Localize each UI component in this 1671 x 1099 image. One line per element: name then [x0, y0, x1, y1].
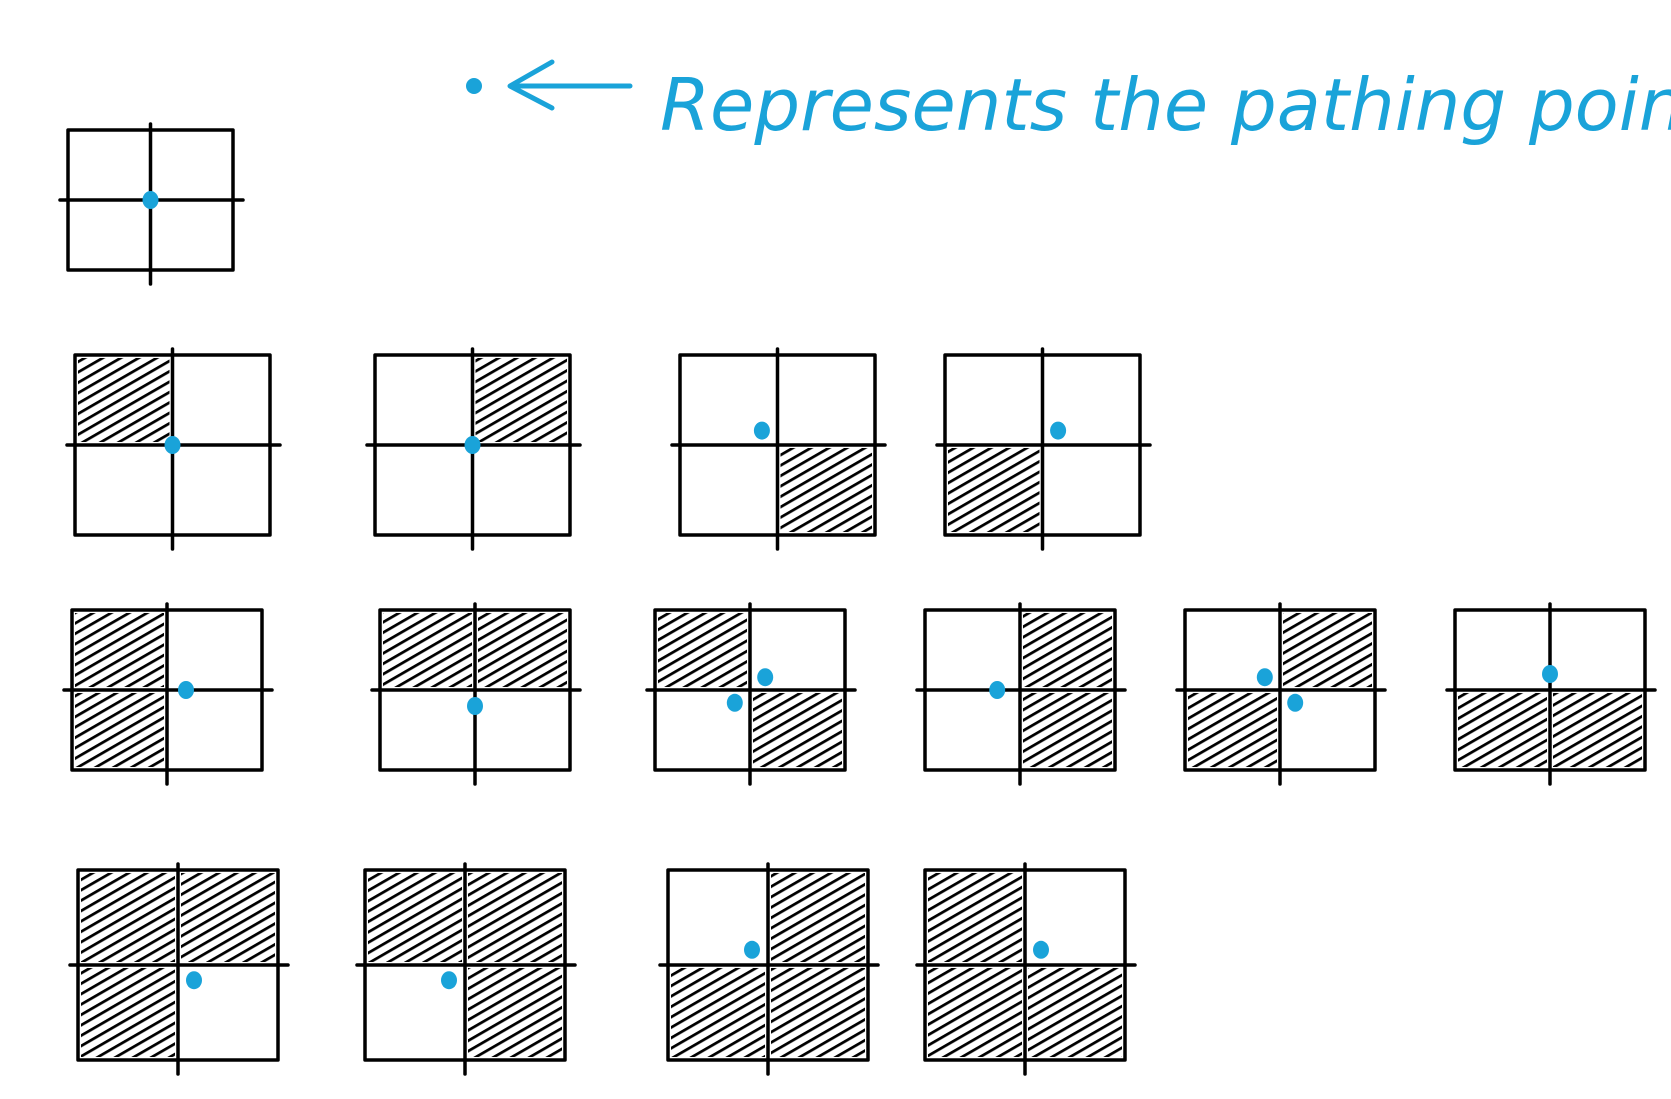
shaded-quadrant-bottom-right	[753, 693, 842, 767]
grid-cell	[915, 862, 1137, 1076]
shaded-quadrant-bottom-left	[1458, 693, 1547, 767]
left-arrow-icon	[507, 59, 633, 111]
shaded-quadrant-top-right	[468, 873, 562, 962]
pathing-point-icon	[1033, 940, 1049, 959]
shaded-quadrant-bottom-right	[468, 968, 562, 1057]
pathing-point-icon	[142, 191, 159, 209]
shaded-quadrant-bottom-left	[928, 968, 1022, 1057]
cell-grid	[58, 122, 1657, 1076]
legend-point-icon	[466, 78, 482, 94]
grid-cell	[58, 122, 245, 286]
shaded-quadrant-bottom-right	[1023, 693, 1112, 767]
grid-cell	[1445, 602, 1657, 786]
shaded-quadrant-top-left	[658, 613, 747, 687]
shaded-quadrant-top-left	[368, 873, 462, 962]
pathing-point-icon	[1542, 665, 1558, 683]
grid-cell	[658, 862, 880, 1076]
shaded-quadrant-top-left	[383, 613, 472, 687]
grid-cell	[670, 347, 887, 551]
grid-cell	[355, 862, 577, 1076]
pathing-point-icon	[753, 421, 770, 440]
pathing-point-icon	[1256, 668, 1273, 687]
shaded-quadrant-bottom-left	[948, 448, 1040, 532]
shaded-quadrant-bottom-left	[1188, 693, 1277, 767]
shaded-quadrant-bottom-right	[780, 448, 872, 532]
shaded-quadrant-top-left	[75, 613, 164, 687]
shaded-quadrant-top-right	[771, 873, 865, 962]
shaded-quadrant-bottom-right	[1553, 693, 1642, 767]
shaded-quadrant-top-left	[78, 358, 170, 442]
pathing-point-icon	[1050, 421, 1067, 440]
shaded-quadrant-top-left	[928, 873, 1022, 962]
pathing-point-icon	[467, 697, 483, 715]
shaded-quadrant-bottom-left	[75, 693, 164, 767]
pathing-point-icon	[178, 681, 194, 699]
shaded-quadrant-bottom-right	[771, 968, 865, 1057]
shaded-quadrant-bottom-left	[81, 968, 175, 1057]
shaded-quadrant-top-right	[1283, 613, 1372, 687]
shaded-quadrant-top-right	[478, 613, 567, 687]
pathing-point-icon	[186, 971, 202, 990]
grid-cell	[365, 347, 582, 551]
shaded-quadrant-top-right	[475, 358, 567, 442]
shaded-quadrant-top-left	[81, 873, 175, 962]
legend: Represents the pathing point	[466, 59, 1671, 147]
pathing-point-icon	[989, 681, 1006, 699]
pathing-point-icon	[726, 693, 743, 712]
shaded-quadrant-top-right	[1023, 613, 1112, 687]
shaded-quadrant-bottom-left	[671, 968, 765, 1057]
pathing-point-icon	[464, 436, 481, 454]
pathing-point-icon	[164, 436, 181, 454]
grid-cell	[915, 602, 1127, 786]
shaded-quadrant-bottom-right	[1028, 968, 1122, 1057]
pathing-point-icon	[744, 940, 760, 959]
pathing-point-icon	[757, 668, 774, 687]
grid-cell	[935, 347, 1152, 551]
pathing-point-icon	[1287, 693, 1304, 712]
grid-cell	[1175, 602, 1387, 786]
grid-cell	[62, 602, 274, 786]
legend-label: Represents the pathing point	[660, 63, 1671, 147]
grid-cell	[68, 862, 290, 1076]
pathing-point-icon	[441, 971, 457, 990]
grid-cell	[370, 602, 582, 786]
shaded-quadrant-top-right	[181, 873, 275, 962]
grid-cell	[645, 602, 857, 786]
grid-cell	[65, 347, 282, 551]
